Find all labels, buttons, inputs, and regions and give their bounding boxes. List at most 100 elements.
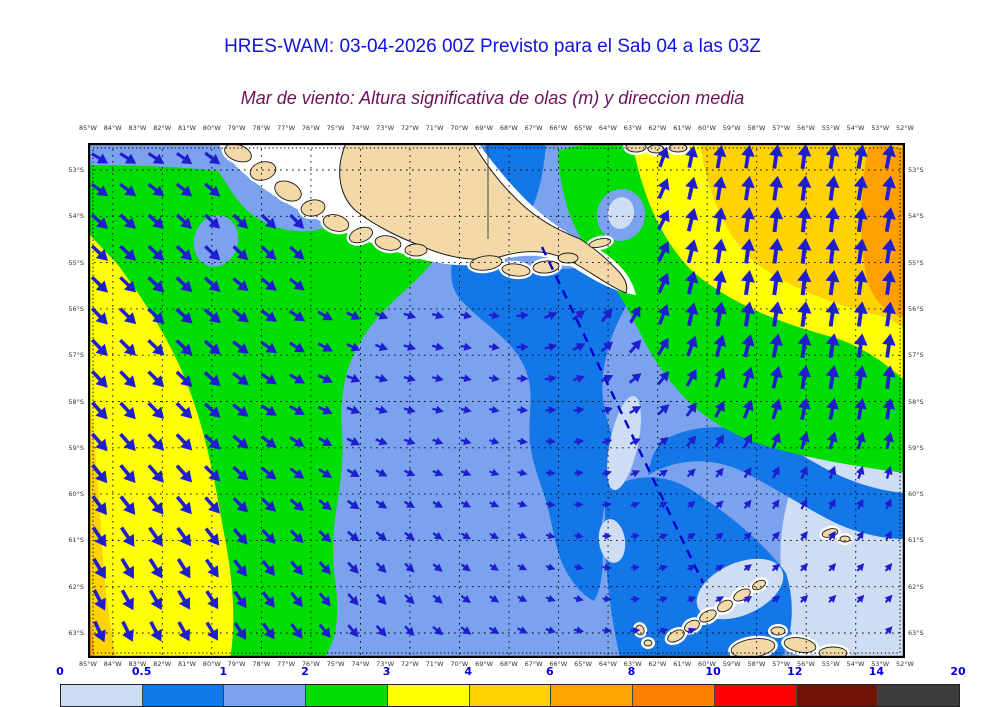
island (717, 599, 733, 613)
island (557, 252, 579, 264)
wind-arrow (685, 239, 699, 264)
wind-arrow (289, 498, 304, 511)
lon-label-top: 52°W (896, 124, 914, 132)
wind-arrow (204, 245, 221, 261)
wind-arrow (884, 530, 892, 541)
lat-label-left: 61°S (68, 536, 84, 545)
island (469, 255, 503, 271)
wind-arrow (375, 562, 387, 574)
wind-arrow (656, 209, 670, 231)
wind-arrow (460, 594, 471, 604)
wind-arrow (290, 560, 304, 576)
wind-arrow (262, 622, 275, 640)
wind-arrow (432, 594, 443, 604)
island (643, 639, 653, 647)
wind-arrow (346, 499, 360, 510)
lat-label-left: 55°S (68, 258, 84, 267)
lon-label-bottom: 80°W (202, 660, 221, 668)
lon-label-top: 63°W (623, 124, 642, 132)
wind-arrow (853, 333, 868, 358)
colorbar-segment (714, 685, 797, 706)
wind-arrow (853, 175, 868, 201)
wind-arrow (403, 342, 417, 351)
wind-arrow (204, 151, 221, 165)
wind-arrow (629, 306, 641, 324)
wind-arrow (460, 626, 472, 635)
wind-arrow (882, 301, 896, 327)
wind-arrow (147, 244, 165, 261)
colorbar-tick-value: 20 (950, 665, 966, 678)
wind-arrow (460, 311, 473, 320)
wind-arrow (601, 438, 613, 446)
wind-arrow (686, 468, 696, 478)
lon-label-top: 80°W (202, 124, 221, 132)
wind-arrow (90, 275, 108, 293)
lon-label-bottom: 61°W (673, 660, 692, 668)
wind-arrow (460, 405, 472, 414)
wind-arrow (825, 175, 840, 201)
island (224, 143, 252, 163)
wind-arrow (715, 564, 724, 572)
wind-arrow (657, 304, 670, 325)
lon-label-bottom: 73°W (376, 660, 395, 668)
wind-arrow (147, 213, 165, 229)
wind-arrow (90, 244, 108, 261)
wind-arrow (148, 526, 163, 547)
wind-arrow (630, 470, 641, 478)
wind-arrow (628, 339, 642, 354)
island (274, 180, 302, 202)
wind-arrow (233, 559, 247, 577)
wind-arrow (517, 405, 529, 414)
wind-arrow (119, 432, 136, 452)
wind-arrow (883, 431, 894, 450)
lon-label-bottom: 63°W (623, 660, 642, 668)
wind-arrow (685, 176, 699, 200)
wind-arrow (261, 591, 275, 608)
wind-arrow (91, 526, 107, 548)
wind-arrow (375, 624, 387, 637)
lat-label-right: 56°S (908, 304, 924, 313)
island (300, 199, 326, 217)
lat-label-right: 59°S (908, 443, 924, 452)
lon-label-bottom: 66°W (549, 660, 568, 668)
wind-arrow (432, 563, 443, 572)
wind-arrow (460, 342, 473, 351)
wind-arrow (289, 213, 305, 229)
wind-arrow (347, 592, 359, 606)
wind-arrow (657, 404, 670, 416)
wind-arrow (375, 437, 388, 446)
wind-arrow (318, 561, 331, 575)
lon-label-top: 62°W (648, 124, 667, 132)
wind-arrow (687, 565, 696, 572)
wind-arrow (317, 373, 333, 384)
wind-arrow (91, 495, 108, 516)
wind-arrow (771, 499, 780, 510)
wind-arrow (432, 500, 444, 508)
wind-arrow (460, 500, 472, 508)
wind-arrow (855, 431, 866, 450)
wind-arrow (403, 405, 416, 414)
lon-label-bottom: 79°W (227, 660, 246, 668)
wind-arrow (175, 370, 193, 387)
wind-arrow (855, 465, 865, 479)
wind-arrow (375, 593, 387, 605)
wind-arrow (658, 533, 669, 541)
wind-arrow (119, 182, 137, 197)
wind-arrow (175, 245, 193, 261)
wind-arrow (460, 468, 472, 477)
wind-arrow (657, 272, 670, 294)
lon-label-bottom: 67°W (524, 660, 543, 668)
wind-arrow (232, 245, 249, 261)
wind-arrow (232, 340, 249, 354)
wind-arrow (741, 334, 755, 358)
lon-label-bottom: 72°W (400, 660, 419, 668)
wind-arrow (120, 557, 134, 579)
lon-label-bottom: 82°W (153, 660, 172, 668)
wind-arrow (317, 405, 333, 415)
wind-arrow (517, 594, 528, 602)
wind-arrow (517, 468, 528, 477)
wind-arrow (260, 309, 277, 322)
lat-label-left: 59°S (68, 443, 84, 452)
wind-arrow (770, 432, 781, 450)
wind-arrow (289, 404, 305, 415)
